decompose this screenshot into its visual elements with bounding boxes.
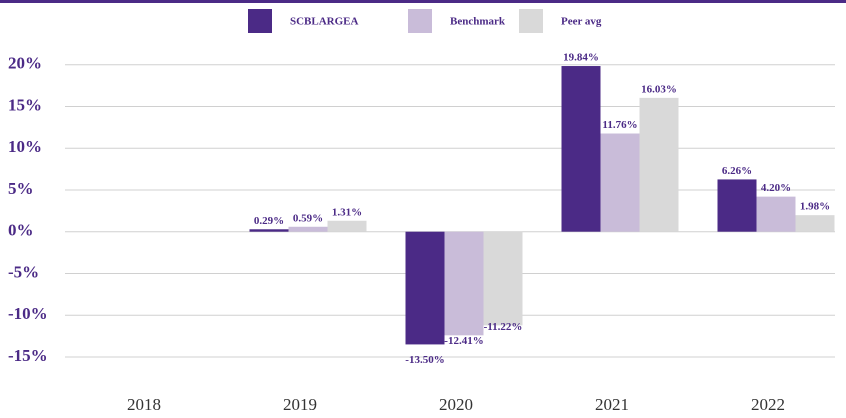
data-label: 16.03% [641,83,677,95]
x-tick-label: 2019 [283,395,317,414]
x-tick-label: 2022 [751,395,785,414]
data-label: 11.76% [602,119,637,131]
data-label: 19.84% [563,52,599,64]
bar [444,231,484,336]
legend-label: SCBLARGEA [290,16,359,28]
data-label: -11.22% [484,321,523,333]
y-tick-label: 5% [8,179,34,198]
data-label: -12.41% [444,335,483,347]
data-label: 4.20% [761,182,791,194]
data-label: 6.26% [722,165,752,177]
x-tick-label: 2020 [439,395,473,414]
bar [795,215,835,232]
bar [600,133,640,232]
x-tick-label: 2018 [127,395,161,414]
bar [288,226,328,232]
bar [327,220,367,232]
legend-label: Peer avg [561,16,602,28]
y-tick-label: -15% [8,346,48,365]
bar [483,231,523,326]
bar [717,179,757,232]
x-tick-label: 2021 [595,395,629,414]
y-tick-label: 0% [8,221,34,240]
y-tick-label: 20% [8,54,42,73]
y-tick-label: -10% [8,304,48,323]
bar [405,231,445,345]
legend-swatch [519,9,543,33]
y-tick-label: 15% [8,95,42,114]
bar [639,97,679,232]
legend-swatch [248,9,272,33]
bar [561,66,601,232]
top-rule [0,0,846,3]
bar [249,229,289,232]
legend-label: Benchmark [450,16,506,28]
y-tick-label: -5% [8,262,39,281]
data-label: -13.50% [405,354,444,366]
data-label: 1.98% [800,201,830,213]
data-label: 0.29% [254,215,284,227]
data-label: 1.31% [332,206,362,218]
bar [756,196,796,232]
y-tick-label: 10% [8,137,42,156]
data-label: 0.59% [293,212,323,224]
legend-swatch [408,9,432,33]
